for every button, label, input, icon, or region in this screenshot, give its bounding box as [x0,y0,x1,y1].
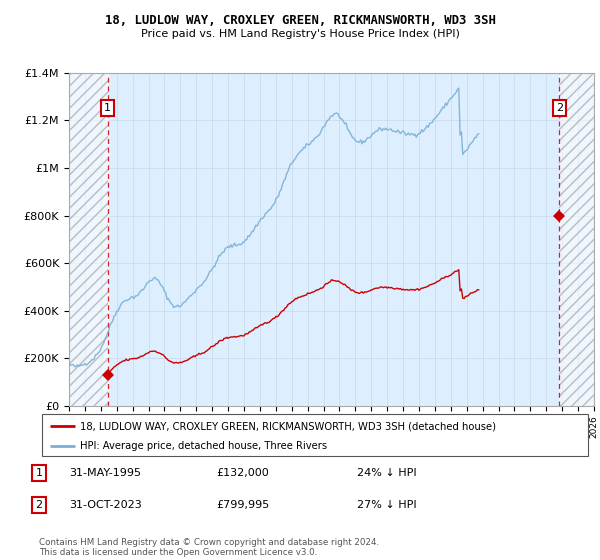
Text: 18, LUDLOW WAY, CROXLEY GREEN, RICKMANSWORTH, WD3 3SH (detached house): 18, LUDLOW WAY, CROXLEY GREEN, RICKMANSW… [80,421,496,431]
Text: 31-MAY-1995: 31-MAY-1995 [69,468,141,478]
Bar [559,73,594,406]
Text: 1: 1 [104,103,111,113]
Text: 18, LUDLOW WAY, CROXLEY GREEN, RICKMANSWORTH, WD3 3SH: 18, LUDLOW WAY, CROXLEY GREEN, RICKMANSW… [104,14,496,27]
Bar [559,73,594,406]
Text: 2: 2 [556,103,563,113]
FancyBboxPatch shape [42,414,588,456]
Text: Contains HM Land Registry data © Crown copyright and database right 2024.
This d: Contains HM Land Registry data © Crown c… [39,538,379,557]
Bar [69,73,107,406]
Text: £799,995: £799,995 [216,500,269,510]
Text: 2: 2 [35,500,43,510]
Text: Price paid vs. HM Land Registry's House Price Index (HPI): Price paid vs. HM Land Registry's House … [140,29,460,39]
Text: £132,000: £132,000 [216,468,269,478]
Text: 1: 1 [35,468,43,478]
Text: 31-OCT-2023: 31-OCT-2023 [69,500,142,510]
Bar [69,73,107,406]
Text: HPI: Average price, detached house, Three Rivers: HPI: Average price, detached house, Thre… [80,441,328,451]
Text: 24% ↓ HPI: 24% ↓ HPI [357,468,416,478]
Text: 27% ↓ HPI: 27% ↓ HPI [357,500,416,510]
